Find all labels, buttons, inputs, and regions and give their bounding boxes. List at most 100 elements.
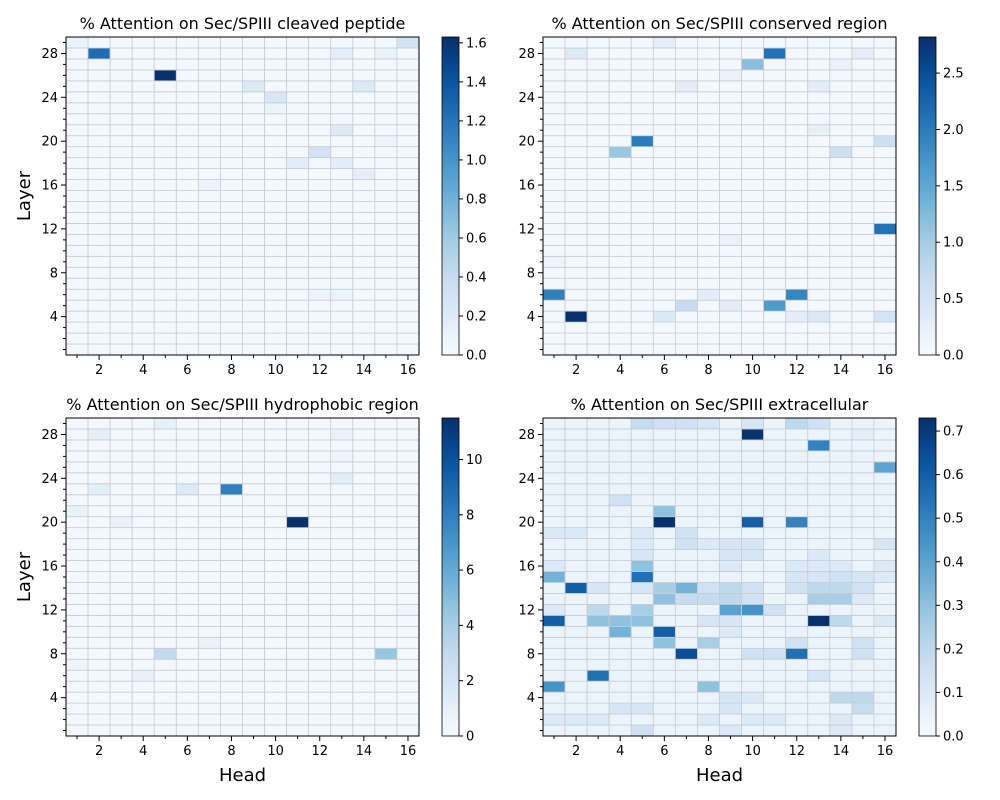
heatmap-cell [851,625,875,638]
heatmap-cell [175,702,199,715]
heatmap-cell [719,190,742,202]
heatmap-cell [608,472,632,485]
heatmap-cell [652,212,676,224]
colorbar-tick-label: 1.5 [943,179,964,194]
heatmap-cell [630,428,654,441]
heatmap-cell [286,669,310,682]
heatmap-cell [542,680,566,693]
heatmap-cell [352,255,376,268]
heatmap-cell [374,658,398,671]
heatmap-cell [286,233,310,246]
heatmap-cell [652,450,676,463]
heatmap-cell [264,669,288,682]
heatmap-cell [286,538,310,550]
heatmap-cell [220,266,243,279]
heatmap-cell [586,680,610,693]
heatmap-cell [131,266,155,279]
heatmap-cell [652,724,676,737]
heatmap-cell [697,91,720,104]
heatmap-cell [197,277,221,290]
heatmap-cell [829,516,853,529]
heatmap-cell [286,713,310,726]
heatmap-cell [286,102,310,115]
heatmap-cell [131,527,155,540]
heatmap-cell [608,299,632,312]
heatmap-cell [652,560,676,572]
heatmap-cell [374,461,398,474]
heatmap-cell [220,428,243,441]
heatmap-cell [65,179,89,191]
heatmap-cell [674,702,698,715]
heatmap-cell [652,233,676,246]
heatmap-cell [109,680,133,693]
heatmap-cell [586,505,610,518]
heatmap-cell [851,113,875,126]
y-tick-label: 8 [527,647,535,662]
heatmap-cell [220,58,243,71]
heatmap-cell [374,332,398,345]
heatmap-cell [131,450,155,463]
heatmap-cell [153,702,177,715]
heatmap-cell [542,724,566,737]
heatmap-cell [586,549,610,561]
heatmap-cell [785,80,809,93]
heatmap-cell [763,102,787,115]
heatmap-cell [109,69,133,82]
heatmap-cell [65,321,89,334]
heatmap-cell [807,680,831,693]
heatmap-cell [308,168,332,180]
heatmap-cell [829,266,853,279]
heatmap-cell [87,168,111,180]
heatmap-cell [719,702,742,715]
heatmap-cell [286,604,310,616]
heatmap-cell [109,494,133,507]
heatmap-cell [242,157,265,169]
heatmap-cell [873,146,897,159]
heatmap-cell [220,146,243,159]
heatmap-cell [197,310,221,323]
heatmap-cell [197,223,221,235]
heatmap-cell [564,288,588,301]
heatmap-cell [197,593,221,605]
heatmap-cell [586,310,610,323]
heatmap-cell [785,299,809,312]
heatmap-cell [109,505,133,518]
heatmap-cell [652,47,676,60]
heatmap-cell [175,233,199,246]
heatmap-cell [829,549,853,561]
heatmap-cell [65,516,89,529]
heatmap-cell [131,102,155,115]
y-tick-label: 20 [41,516,58,531]
heatmap-cell [719,135,742,148]
heatmap-cell [697,157,720,169]
heatmap-cell [352,113,376,126]
heatmap-cell [630,713,654,726]
heatmap-cell [197,713,221,726]
heatmap-cell [785,266,809,279]
y-tick-label: 20 [518,135,535,150]
heatmap-cell [873,343,897,356]
heatmap-cell [873,299,897,312]
heatmap-cell [308,505,332,518]
heatmap-cell [586,483,610,496]
heatmap-cell [131,332,155,345]
heatmap-cell [785,527,809,540]
heatmap-cell [674,428,698,441]
heatmap-cell [374,571,398,583]
heatmap-cell [719,691,742,704]
heatmap-cell [396,560,420,572]
heatmap-cell [652,604,676,616]
heatmap-cell [330,80,354,93]
colorbar-tick-label: 2.0 [943,123,964,138]
heatmap-cell [308,636,332,649]
x-tick-label: 8 [227,744,235,759]
heatmap-cell [851,244,875,257]
heatmap-cell [264,505,288,518]
heatmap-cell [131,505,155,518]
heatmap-cell [308,288,332,301]
heatmap-cell [630,636,654,649]
heatmap-cell [719,332,742,345]
heatmap-cell [109,288,133,301]
heatmap-cell [220,310,243,323]
heatmap-cell [197,201,221,213]
